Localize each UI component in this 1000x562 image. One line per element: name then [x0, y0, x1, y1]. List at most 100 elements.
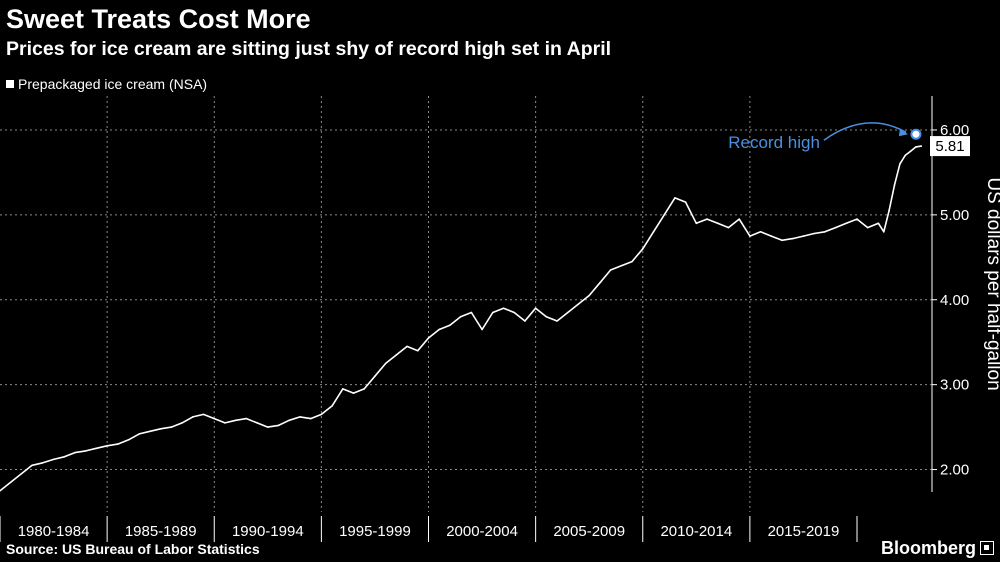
data-point [95, 447, 98, 450]
record-high-label: Record high [728, 133, 820, 152]
data-point [824, 231, 826, 233]
data-point [9, 481, 12, 484]
data-point [609, 269, 612, 271]
data-point [331, 405, 333, 407]
data-point [363, 388, 366, 390]
data-point [267, 426, 269, 428]
y-tick-label: 5.00 [940, 207, 969, 224]
data-point [899, 163, 901, 165]
data-point [159, 428, 162, 430]
brand-icon [980, 541, 994, 555]
y-tick-label: 4.00 [940, 292, 969, 309]
data-point [909, 150, 912, 152]
data-point [470, 311, 473, 314]
data-point [888, 209, 890, 212]
data-point [149, 430, 151, 433]
data-point [545, 315, 548, 318]
data-point [449, 324, 451, 327]
data-point [641, 248, 644, 250]
data-point [866, 226, 869, 229]
data-point [277, 424, 280, 427]
y-tick-label: 6.00 [940, 122, 969, 139]
data-point [245, 417, 248, 420]
data-point [845, 222, 848, 225]
record-high-marker [910, 128, 922, 140]
data-point [684, 201, 687, 203]
x-tick-label: 2015-2019 [768, 523, 840, 540]
data-point [42, 461, 44, 464]
data-point [213, 417, 216, 420]
data-point [915, 146, 917, 148]
data-point [234, 419, 237, 422]
data-point [749, 235, 751, 237]
data-point [406, 345, 408, 348]
x-tick-label: 1995-1999 [339, 523, 411, 540]
x-tick-label: 1990-1994 [232, 523, 304, 540]
data-point [577, 303, 580, 305]
y-tick-label: 2.00 [940, 462, 969, 479]
data-point [288, 419, 291, 422]
data-point [556, 320, 558, 322]
data-point [320, 413, 323, 416]
grid-lines [0, 96, 932, 512]
y-axis-title: US dollars per half-gallon [983, 177, 1000, 390]
data-point [813, 232, 815, 235]
x-tick-label: 1985-1989 [125, 523, 197, 540]
data-point [31, 464, 33, 467]
data-point [427, 337, 430, 339]
data-point [631, 260, 633, 263]
data-point [513, 311, 516, 314]
chart-subtitle: Prices for ice cream are sitting just sh… [6, 38, 612, 60]
annotations: Record high 5.81 [728, 122, 970, 157]
data-point [256, 422, 258, 424]
data-point [74, 451, 76, 454]
data-point [920, 145, 923, 147]
data-point [352, 392, 355, 394]
data-point [384, 362, 387, 365]
data-point [481, 328, 483, 331]
x-tick-label: 2000-2004 [446, 523, 518, 540]
data-point [491, 311, 494, 314]
data-point [620, 264, 623, 267]
data-point [566, 311, 569, 314]
data-point [0, 489, 1, 492]
data-point [63, 456, 66, 458]
data-point [738, 218, 740, 220]
record-high-arrowhead [898, 128, 908, 137]
data-point [127, 439, 130, 441]
axes: 2.00 3.00 4.00 5.00 6.00 1980-1984 1985-1989 19… [0, 96, 1000, 542]
data-point [502, 307, 505, 310]
data-point [395, 354, 398, 356]
x-tick-label: 1980-1984 [18, 523, 90, 540]
data-point [342, 388, 344, 390]
data-point [802, 235, 805, 237]
legend-swatch [6, 80, 14, 88]
data-point [416, 349, 419, 352]
legend-label: Prepackaged ice cream (NSA) [18, 76, 208, 92]
brand-logo: Bloomberg [880, 538, 976, 558]
data-point [674, 197, 676, 199]
data-point [893, 184, 896, 186]
data-point [652, 231, 655, 233]
data-point [224, 422, 226, 424]
data-point [706, 218, 708, 220]
data-point [459, 315, 462, 318]
x-tick-label: 2010-2014 [660, 523, 732, 540]
data-point [781, 239, 783, 242]
legend: Prepackaged ice cream (NSA) [6, 76, 207, 92]
data-point [138, 433, 141, 435]
data-point [791, 237, 794, 240]
data-point [716, 222, 719, 225]
data-point [181, 422, 183, 424]
last-value-tag [930, 136, 970, 157]
data-point [727, 226, 730, 229]
data-point [106, 444, 108, 447]
data-point [374, 375, 376, 377]
series-group [0, 145, 923, 492]
y-tick-label: 3.00 [940, 377, 969, 394]
data-point [438, 328, 441, 331]
data-point [599, 281, 601, 284]
data-point [904, 154, 907, 157]
data-point [759, 231, 762, 233]
